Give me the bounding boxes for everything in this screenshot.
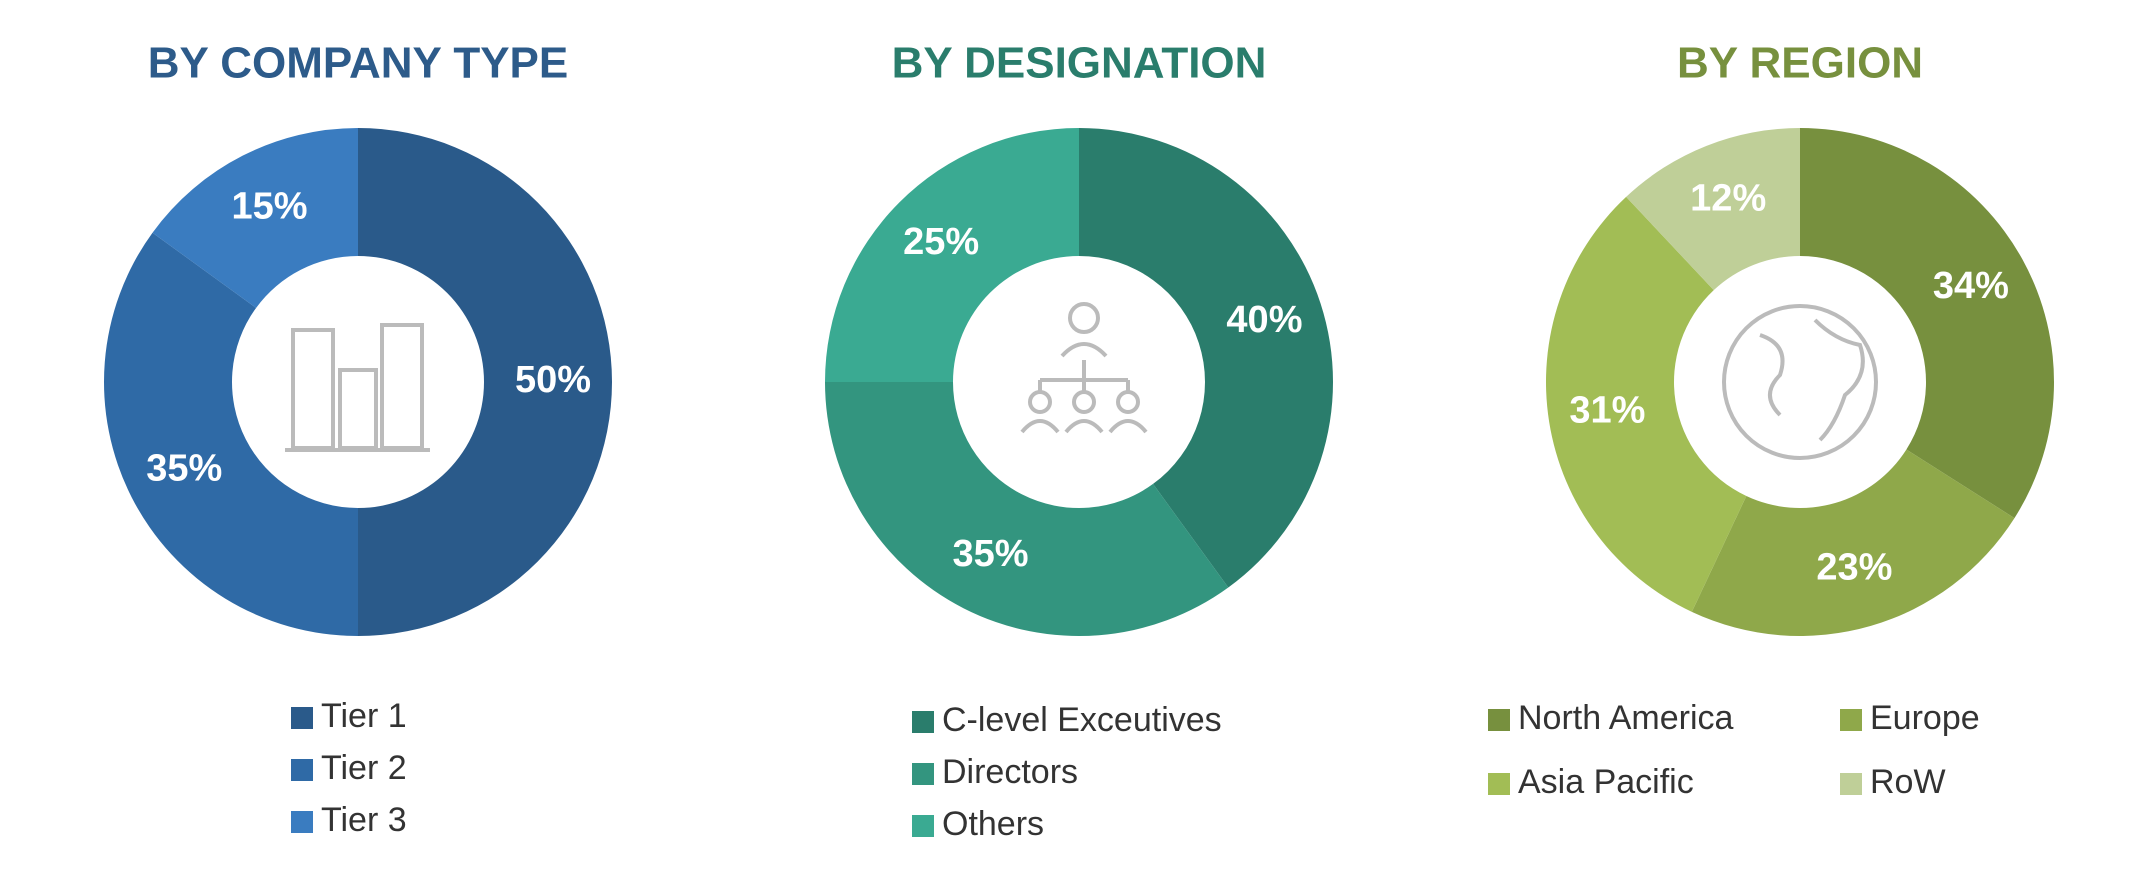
legend-label: RoW	[1870, 763, 1946, 801]
legend-swatch	[912, 711, 934, 733]
legend-label: Tier 1	[321, 697, 407, 735]
donut-slice	[152, 128, 358, 308]
slice-label: 12%	[1690, 178, 1766, 220]
donut-slice	[1626, 128, 1800, 291]
slice-label: 25%	[903, 221, 979, 263]
slice-label: 35%	[952, 533, 1028, 575]
legend-swatch	[291, 759, 313, 781]
donut-slice	[1691, 449, 2015, 636]
globe-icon	[1722, 304, 1878, 460]
donut-slice	[104, 232, 358, 636]
legend-label: Others	[942, 805, 1044, 843]
slice-label: 34%	[1933, 265, 2009, 307]
chart-title: BY COMPANY TYPE	[148, 39, 569, 88]
legend-swatch	[1840, 773, 1862, 795]
legend-swatch	[912, 815, 934, 837]
slice-label: 31%	[1569, 390, 1645, 432]
legend-swatch	[291, 707, 313, 729]
donut-slice	[358, 128, 612, 636]
slice-label: 35%	[146, 448, 222, 490]
legend-label: Directors	[942, 753, 1078, 791]
legend-swatch	[1488, 773, 1510, 795]
legend-label: Tier 3	[321, 801, 407, 839]
donut-slice	[1800, 128, 2055, 519]
legend-label: North America	[1518, 699, 1733, 737]
legend-swatch	[1840, 709, 1862, 731]
hierarchy-icon	[1020, 302, 1148, 434]
slice-label: 40%	[1226, 299, 1302, 341]
legend-label: C-level Exceutives	[942, 701, 1222, 739]
legend-swatch	[1488, 709, 1510, 731]
donut-slice	[1546, 196, 1747, 612]
chart-title: BY DESIGNATION	[892, 39, 1267, 88]
legend-swatch	[291, 811, 313, 833]
donut-slice	[1079, 128, 1333, 588]
buildings-icon	[285, 323, 430, 452]
slice-label: 15%	[231, 185, 307, 227]
slice-label: 23%	[1816, 546, 1892, 588]
legend-label: Europe	[1870, 699, 1980, 737]
slice-label: 50%	[515, 359, 591, 401]
legend-swatch	[912, 763, 934, 785]
legend-label: Tier 2	[321, 749, 407, 787]
donut-slice	[825, 128, 1079, 382]
chart-title: BY REGION	[1677, 39, 1923, 88]
donut-slice	[825, 382, 1229, 636]
legend-label: Asia Pacific	[1518, 763, 1694, 801]
